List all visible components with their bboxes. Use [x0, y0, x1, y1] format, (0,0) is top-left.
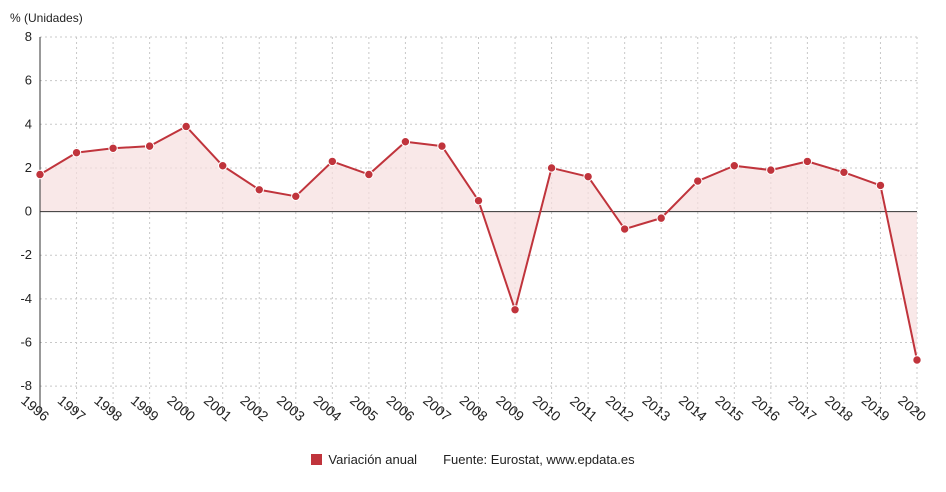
- x-tick-label: 2009: [493, 392, 527, 424]
- y-tick-label: -8: [20, 378, 32, 393]
- data-point: [729, 161, 739, 171]
- x-tick-label: 2018: [822, 392, 856, 424]
- x-tick-label: 2017: [786, 392, 820, 424]
- data-point: [218, 161, 228, 171]
- x-tick-label: 2001: [201, 392, 235, 424]
- x-tick-label: 1996: [18, 392, 52, 424]
- data-point: [766, 165, 776, 175]
- data-point: [546, 163, 557, 173]
- data-point: [35, 169, 45, 180]
- data-point: [839, 167, 849, 178]
- x-tick-label: 2011: [567, 393, 601, 425]
- y-tick-label: 6: [25, 73, 32, 88]
- data-point: [875, 180, 886, 191]
- y-tick-label: 2: [25, 160, 32, 175]
- data-point: [583, 171, 593, 182]
- y-axis-ticks: 8 6 4 2 0 -2 -4 -6 -8: [20, 29, 32, 393]
- data-point: [802, 156, 813, 167]
- data-point: [254, 185, 264, 195]
- x-tick-label: 2006: [384, 392, 418, 424]
- x-tick-label: 2015: [712, 392, 746, 424]
- x-tick-label: 2020: [895, 392, 929, 424]
- data-point: [400, 137, 411, 147]
- x-tick-label: 2002: [237, 392, 271, 424]
- data-point: [619, 224, 630, 234]
- data-point: [510, 305, 520, 315]
- x-tick-label: 2007: [420, 392, 454, 424]
- axes: [39, 37, 917, 408]
- x-tick-label: 2008: [457, 392, 491, 424]
- y-axis-unit-label: % (Unidades): [10, 11, 83, 25]
- legend: Variación anual Fuente: Eurostat, www.ep…: [0, 448, 946, 470]
- y-tick-label: -2: [20, 247, 32, 262]
- x-tick-label: 2013: [639, 392, 673, 424]
- x-tick-label: 1997: [55, 392, 89, 424]
- x-tick-label: 2014: [676, 392, 710, 424]
- data-point: [181, 121, 191, 132]
- x-tick-label: 2003: [274, 392, 308, 424]
- x-tick-label: 2019: [859, 392, 893, 424]
- data-point: [144, 141, 155, 151]
- data-point: [693, 176, 703, 186]
- y-tick-label: 0: [25, 204, 32, 219]
- data-point: [473, 195, 484, 206]
- legend-swatch: [311, 453, 323, 465]
- data-point: [108, 143, 118, 154]
- data-point: [291, 191, 301, 202]
- data-point: [437, 141, 447, 151]
- y-tick-label: -4: [20, 291, 32, 306]
- x-tick-label: 2004: [311, 392, 345, 424]
- data-point: [912, 355, 922, 365]
- series-points: [35, 121, 922, 365]
- data-point: [656, 213, 666, 223]
- grid-lines: [40, 36, 918, 408]
- x-tick-label: 2005: [347, 392, 381, 424]
- source-note: Fuente: Eurostat, www.epdata.es: [443, 451, 635, 467]
- x-axis-ticks: 1996 1997 1998 1999 2000 2001 2002 2003 2004 2005…: [18, 392, 929, 424]
- x-tick-label: 1998: [91, 392, 125, 424]
- legend-series-name: Variación anual: [328, 451, 418, 467]
- data-point: [327, 156, 338, 167]
- y-tick-label: 4: [25, 116, 32, 131]
- x-tick-label: 2016: [749, 392, 783, 424]
- y-tick-label: 8: [25, 29, 32, 44]
- x-tick-label: 2000: [164, 392, 198, 424]
- data-point: [364, 169, 374, 180]
- x-tick-label: 1999: [128, 392, 162, 424]
- x-tick-label: 2012: [603, 392, 637, 424]
- x-tick-label: 2010: [530, 392, 564, 424]
- y-tick-label: -6: [20, 335, 32, 350]
- line-chart: % (Unidades) 8 6 4 2 0 -2 -4 -6 -8 1996 1997 1998 1…: [10, 11, 930, 424]
- data-point: [71, 147, 82, 158]
- legend-item-series: Variación anual: [311, 452, 417, 467]
